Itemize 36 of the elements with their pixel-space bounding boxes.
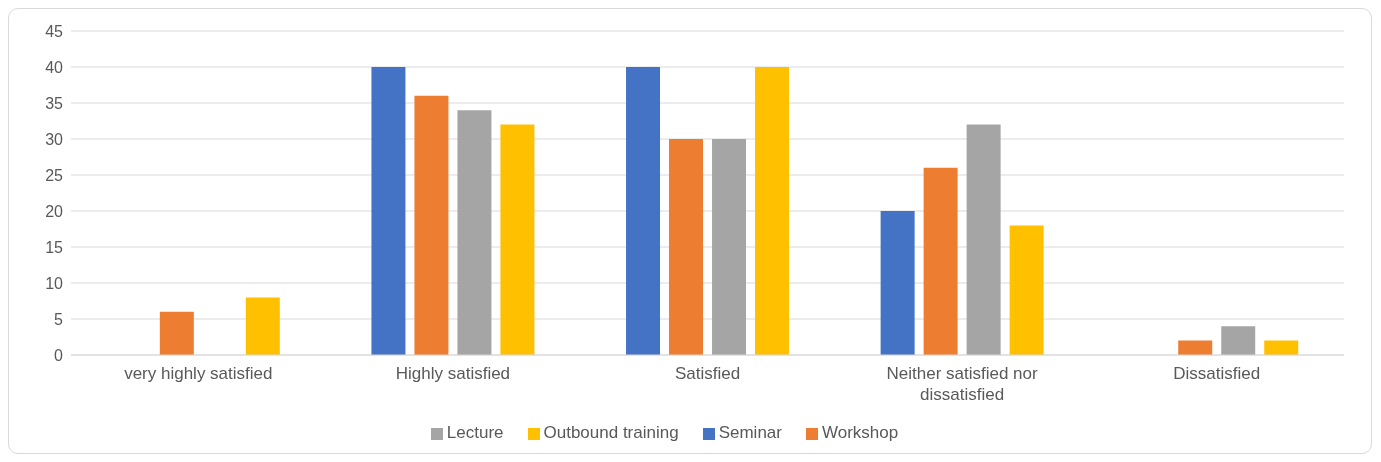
bar (712, 139, 747, 355)
bar (923, 167, 958, 355)
y-tick-label: 35 (45, 94, 64, 112)
legend-label: Workshop (821, 423, 899, 442)
bar (1009, 225, 1044, 355)
bar (880, 211, 915, 355)
bar (755, 67, 790, 355)
y-tick-label: 20 (45, 202, 64, 220)
bar (500, 124, 535, 355)
bar (1178, 340, 1213, 355)
bar (626, 67, 661, 355)
y-tick-label: 30 (45, 130, 64, 148)
y-tick-label: 10 (45, 274, 64, 292)
bar (371, 67, 406, 355)
x-tick-label: Satisfied (674, 364, 741, 383)
y-tick-label: 5 (54, 310, 64, 328)
x-tick-label: Highly satisfied (395, 364, 511, 383)
bar (457, 110, 492, 355)
bar (245, 297, 280, 355)
bar (669, 139, 704, 355)
legend-label: Seminar (718, 423, 782, 442)
x-tick-label: Neither satisfied nor dissatisfied (886, 364, 1039, 404)
y-tick-label: 40 (45, 58, 64, 76)
x-tick-label: Dissatisfied (1173, 364, 1261, 383)
bar (1264, 340, 1299, 355)
y-tick-label: 0 (54, 346, 64, 364)
bar (1221, 326, 1256, 355)
y-tick-label: 45 (45, 22, 64, 40)
legend-label: Lecture (446, 423, 504, 442)
bar (159, 311, 194, 355)
bar (414, 95, 449, 355)
y-tick-label: 25 (45, 166, 64, 184)
bar (966, 124, 1001, 355)
legend-label: Outbound training (543, 423, 679, 442)
x-tick-label: very highly satisfied (124, 364, 273, 383)
y-tick-label: 15 (45, 238, 64, 256)
